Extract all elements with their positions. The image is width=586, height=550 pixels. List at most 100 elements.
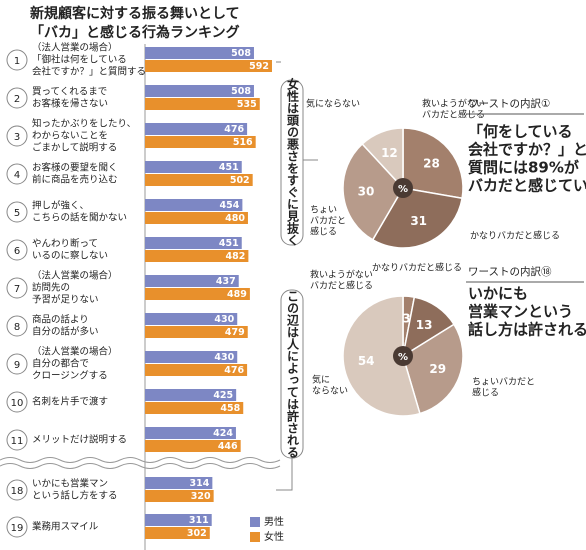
bar [145,136,256,148]
value-label: 311 [189,515,209,526]
value-label: 508 [231,86,251,97]
rank: 1 [14,56,20,67]
annotation-box [280,79,304,246]
bar [145,514,212,526]
slice-label: ちょいバカだと [472,377,535,388]
rank-badge [6,391,28,413]
value-label: 424 [213,428,233,439]
rank-badge [6,163,28,185]
bar [145,351,238,363]
category-label: （法人営業の場合） [32,346,118,358]
category-label: 自分の都合で [32,358,89,370]
pie-center-label: % [398,184,408,195]
bar [145,174,253,186]
value-label: 476 [224,124,244,135]
pie-note: バカだと感じている [468,177,586,195]
slice-value: 28 [423,157,440,171]
bar [145,477,213,489]
category-label: 会社ですか？」と質問する [32,66,146,78]
category-label: 押しが強く、 [32,200,89,212]
value-label: 502 [230,175,250,186]
rank-badge [6,239,28,261]
slice-label: 感じる [472,387,499,399]
rank-badge [6,87,28,109]
rank-badge [6,49,28,71]
rank: 18 [11,486,24,497]
bar [145,85,254,97]
bar [145,250,249,262]
category-label: という話し方をする [32,490,118,502]
slice-label: 気にならない [306,98,360,110]
value-label: 592 [249,61,269,72]
value-label: 425 [213,390,233,401]
pie-note: 話し方は許される [468,321,586,339]
rank: 8 [14,322,20,333]
slice-value: 29 [429,362,446,376]
category-label: クロージングする [32,370,108,382]
slice-label: バカだと [310,216,346,227]
category-label: お客様を帰さない [32,98,108,110]
slice-label: ならない [312,386,348,397]
category-label: 名刺を片手で渡す [32,396,108,408]
bar [145,199,243,211]
category-label: （法人営業の場合） [32,42,118,54]
value-label: 476 [224,365,244,376]
rank: 3 [14,132,20,143]
bar [145,237,242,249]
category-label: 知ったかぶりをしたり、 [32,118,136,130]
category-label: 予習が足りない [32,294,99,306]
category-label: 前に商品を売り込む [32,174,118,186]
bar [145,47,254,59]
category-label: 「御社は何をしている [32,54,127,66]
slice-label: 気に [312,374,330,386]
legend-swatch [250,532,260,542]
value-label: 320 [191,491,211,502]
category-label: いかにも営業マン [32,478,108,490]
value-label: 454 [220,200,240,211]
legend-label: 男性 [264,515,284,528]
category-label: わからないことを [32,131,108,142]
rank: 19 [11,523,24,534]
bar [145,98,260,110]
slice-value: 3 [402,311,410,325]
value-label: 451 [219,238,239,249]
category-label: ごまかして説明する [32,142,117,154]
pie-slice [402,127,464,200]
category-label: メリットだけ説明する [32,434,127,446]
bar [145,161,242,173]
value-label: 489 [227,289,247,300]
rank-badge [6,125,28,147]
pie-slice [342,295,421,417]
value-label: 314 [190,478,210,489]
category-label: こちらの話を聞かない [32,212,127,224]
value-label: 437 [216,276,236,287]
pie-heading: ワーストの内訳⑱ [468,265,552,278]
value-label: 302 [187,528,207,539]
slice-label: ちょい [310,205,337,216]
value-label: 458 [220,403,240,414]
bar [145,440,241,452]
pie-center-label: % [398,352,408,363]
rank: 9 [14,360,20,371]
pie-note: 質問には89%が [468,159,580,177]
category-label: いるのに察しない [32,250,108,262]
connector [276,61,318,491]
bar [145,212,248,224]
pie-slice [342,142,404,241]
legend-label: 女性 [264,530,284,543]
slice-label: バカだと感じる [422,109,485,121]
value-label: 508 [231,48,251,59]
value-label: 451 [219,162,239,173]
category-label: 訪問先の [32,282,70,294]
bar [145,490,214,502]
bar [145,389,237,401]
rank-badge [6,479,28,501]
rank-badge [6,516,28,538]
category-label: 自分の話が多い [32,326,99,338]
pie-note: 会社ですか？」という [468,141,586,159]
bar [145,123,248,135]
category-label: （法人営業の場合） [32,270,118,282]
rank: 11 [11,436,24,447]
rank: 2 [14,94,20,105]
category-label: お客様の要望を聞く [32,162,118,174]
